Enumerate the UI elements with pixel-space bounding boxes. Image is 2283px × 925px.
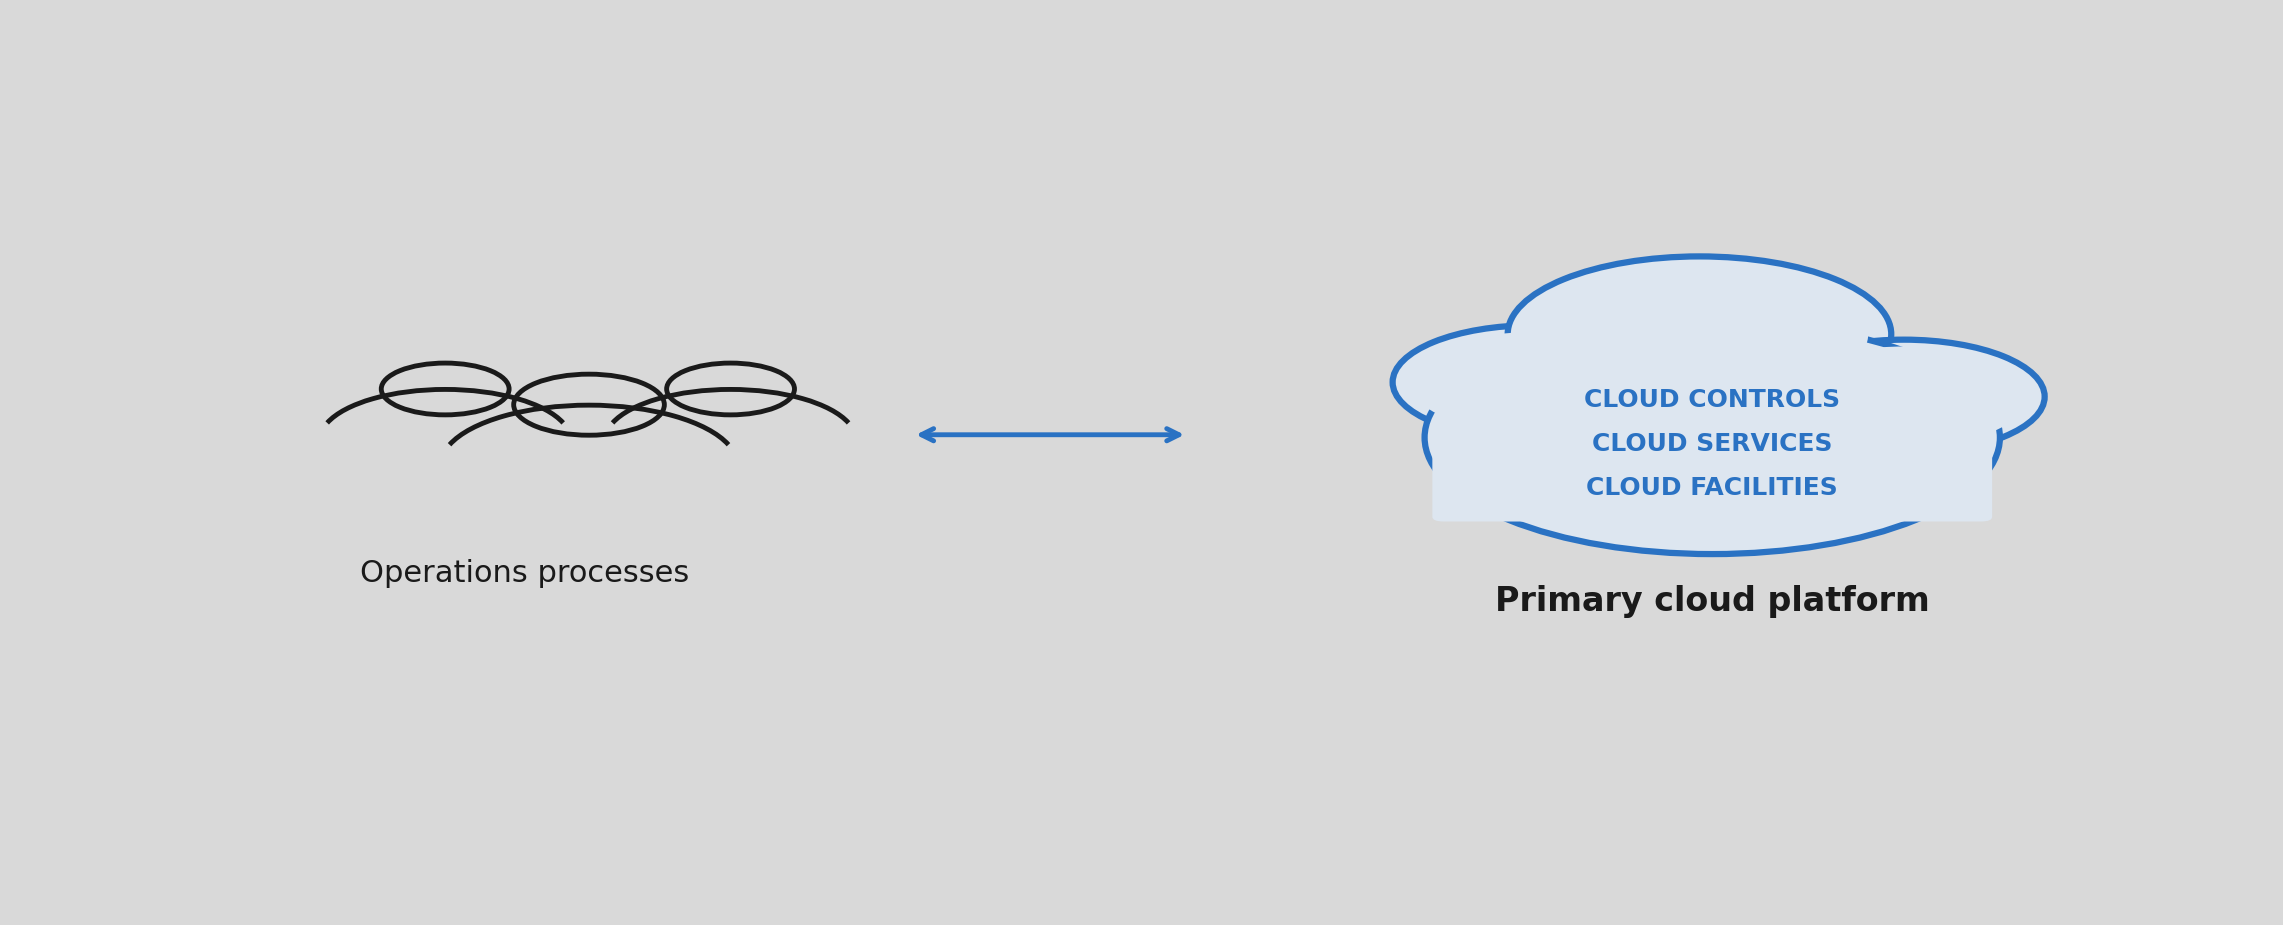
Text: Operations processes: Operations processes [361, 559, 689, 588]
Circle shape [1507, 256, 1890, 412]
Text: CLOUD CONTROLS: CLOUD CONTROLS [1584, 388, 1840, 412]
Circle shape [1530, 265, 1867, 402]
Text: CLOUD FACILITIES: CLOUD FACILITIES [1587, 476, 1838, 500]
Circle shape [1393, 326, 1673, 439]
Circle shape [1425, 321, 2000, 554]
Text: Primary cloud platform: Primary cloud platform [1495, 585, 1929, 618]
Circle shape [1459, 335, 1966, 540]
FancyBboxPatch shape [1431, 436, 1993, 522]
FancyBboxPatch shape [1466, 440, 1959, 512]
Text: CLOUD SERVICES: CLOUD SERVICES [1591, 432, 1833, 456]
Circle shape [1762, 339, 2046, 453]
Circle shape [1409, 332, 1657, 432]
Circle shape [1781, 347, 2027, 447]
